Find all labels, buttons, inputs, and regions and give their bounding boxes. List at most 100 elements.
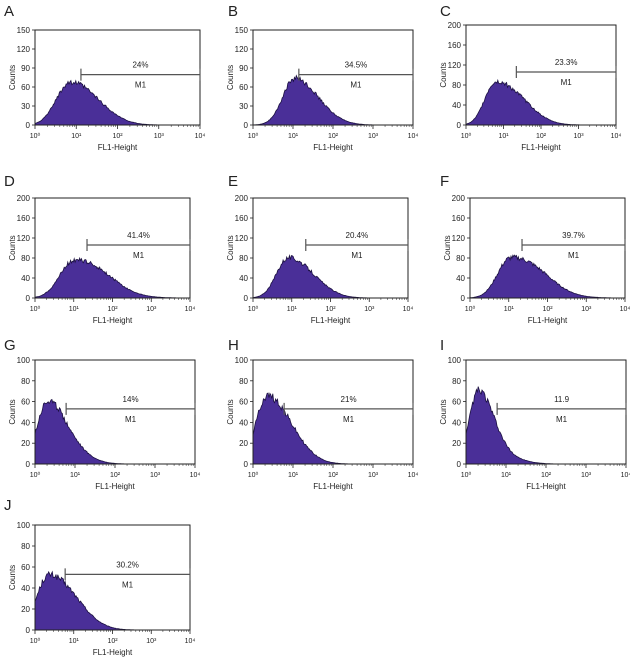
x-tick-label: 10⁴: [190, 472, 201, 479]
histogram-panel-f: F 0 40 80 120 160 200 10⁰ 10¹ 10² 10³ 10⁴ FL1-Height…: [440, 173, 630, 325]
x-tick-label: 10¹: [70, 472, 81, 479]
x-axis-title: FL1-Height: [93, 316, 133, 325]
x-tick-label: 10⁴: [185, 306, 196, 313]
y-tick-label: 60: [21, 83, 30, 92]
y-tick-label: 0: [244, 121, 249, 130]
y-tick-label: 20: [21, 439, 30, 448]
y-tick-label: 100: [448, 356, 462, 365]
y-tick-label: 40: [239, 418, 248, 427]
x-tick-label: 10⁰: [30, 471, 41, 479]
y-tick-label: 160: [17, 214, 31, 223]
x-tick-label: 10²: [536, 133, 547, 140]
x-tick-label: 10³: [146, 306, 157, 313]
y-tick-label: 0: [26, 626, 31, 635]
y-tick-label: 60: [239, 398, 248, 407]
histogram-panel-c: C 0 40 80 120 160 200 10⁰ 10¹ 10² 10³ 10⁴ FL1-Height…: [439, 3, 621, 152]
y-tick-label: 80: [456, 254, 465, 263]
histogram-area: [34, 79, 200, 126]
x-tick-label: 10³: [581, 306, 592, 313]
gate-label: M1: [568, 251, 580, 260]
y-tick-label: 0: [26, 294, 31, 303]
gate-percent: 39.7%: [562, 231, 585, 240]
histogram-area: [465, 386, 626, 465]
y-tick-label: 90: [21, 64, 30, 73]
gate-percent: 34.5%: [345, 61, 368, 70]
x-tick-label: 10²: [542, 306, 553, 313]
x-axis-title: FL1-Height: [521, 143, 561, 152]
x-tick-label: 10⁰: [461, 132, 472, 140]
gate-percent: 23.3%: [555, 58, 578, 67]
x-tick-label: 10⁴: [408, 133, 419, 140]
y-axis-title: Counts: [8, 235, 17, 260]
x-tick-label: 10⁰: [30, 637, 41, 645]
gate-label: M1: [556, 415, 568, 424]
y-tick-label: 40: [239, 274, 248, 283]
y-tick-label: 40: [452, 101, 461, 110]
panel-label: J: [4, 497, 12, 514]
y-tick-label: 150: [235, 26, 249, 35]
y-tick-label: 80: [239, 377, 248, 386]
x-axis-title: FL1-Height: [528, 316, 568, 325]
y-tick-label: 200: [452, 194, 466, 203]
x-tick-label: 10²: [112, 133, 123, 140]
y-tick-label: 80: [239, 254, 248, 263]
y-tick-label: 120: [17, 234, 31, 243]
y-axis-title: Counts: [8, 399, 17, 424]
y-tick-label: 60: [452, 398, 461, 407]
histogram-area: [252, 74, 413, 126]
y-tick-label: 160: [235, 214, 249, 223]
x-tick-label: 10⁰: [465, 305, 476, 313]
gate-percent: 11.9: [554, 395, 570, 404]
x-tick-label: 10³: [581, 472, 592, 479]
x-tick-label: 10¹: [69, 638, 80, 645]
y-tick-label: 80: [452, 81, 461, 90]
y-tick-label: 20: [21, 605, 30, 614]
y-tick-label: 120: [452, 234, 466, 243]
gate-percent: 20.4%: [346, 231, 369, 240]
x-axis-title: FL1-Height: [311, 316, 351, 325]
y-axis-title: Counts: [226, 399, 235, 424]
y-axis-title: Counts: [439, 62, 448, 87]
y-tick-label: 80: [21, 542, 30, 551]
x-tick-label: 10⁰: [248, 471, 259, 479]
y-tick-label: 20: [239, 439, 248, 448]
y-tick-label: 60: [21, 398, 30, 407]
y-tick-label: 0: [457, 121, 462, 130]
x-tick-label: 10¹: [69, 306, 80, 313]
y-axis-title: Counts: [8, 65, 17, 90]
histogram-panel-j: J 0 20 40 60 80 100 10⁰ 10¹ 10² 10³ 10⁴ FL1-Height Co…: [4, 497, 195, 657]
y-axis-title: Counts: [8, 565, 17, 590]
histogram-panel-g: G 0 20 40 60 80 100 10⁰ 10¹ 10² 10³ 10⁴ FL1-Height Co…: [4, 337, 200, 491]
x-tick-label: 10⁴: [611, 133, 622, 140]
panel-label: I: [440, 337, 444, 354]
x-tick-label: 10⁰: [461, 471, 472, 479]
x-tick-label: 10⁰: [248, 305, 259, 313]
x-axis-title: FL1-Height: [526, 482, 566, 491]
y-tick-label: 120: [448, 61, 462, 70]
x-tick-label: 10³: [364, 306, 375, 313]
y-tick-label: 60: [239, 83, 248, 92]
x-tick-label: 10¹: [504, 306, 515, 313]
y-tick-label: 40: [452, 418, 461, 427]
x-tick-label: 10³: [368, 472, 379, 479]
y-tick-label: 160: [448, 41, 462, 50]
x-tick-label: 10²: [110, 472, 121, 479]
x-axis-title: FL1-Height: [98, 143, 138, 152]
histogram-area: [252, 392, 413, 465]
gate-label: M1: [350, 81, 362, 90]
x-tick-label: 10³: [146, 638, 157, 645]
gate-percent: 21%: [341, 395, 357, 404]
histogram-panel-i: I 0 20 40 60 80 100 10⁰ 10¹ 10² 10³ 10⁴ FL1-Height Co…: [439, 337, 630, 491]
x-tick-label: 10¹: [288, 133, 299, 140]
y-axis-title: Counts: [439, 399, 448, 424]
y-tick-label: 0: [26, 121, 31, 130]
x-tick-label: 10⁴: [195, 133, 206, 140]
panel-label: A: [4, 3, 14, 20]
y-axis-title: Counts: [443, 235, 452, 260]
histogram-area: [34, 256, 190, 299]
histogram-area: [34, 570, 190, 631]
y-tick-label: 100: [17, 356, 31, 365]
x-tick-label: 10²: [107, 638, 118, 645]
x-tick-label: 10⁰: [248, 132, 259, 140]
